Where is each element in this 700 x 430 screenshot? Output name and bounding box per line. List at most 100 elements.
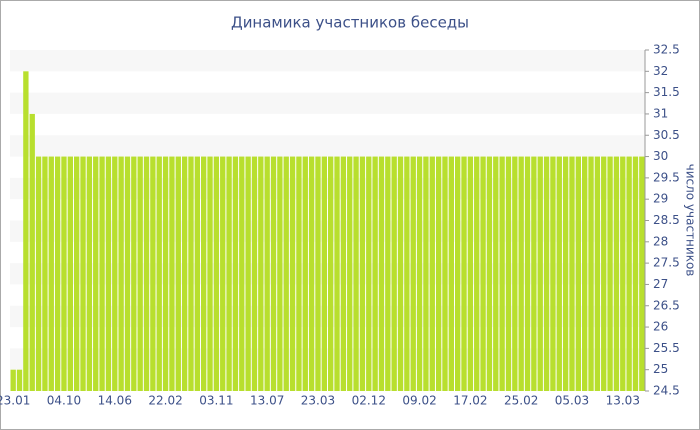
bar	[61, 156, 67, 391]
bar	[435, 156, 442, 391]
bar	[74, 156, 80, 391]
grid-band	[10, 50, 645, 72]
x-tick-label: 04.10	[47, 394, 81, 408]
bar	[124, 156, 131, 391]
grid-band	[10, 135, 645, 157]
bar	[448, 156, 454, 391]
x-tick-label: 02.12	[352, 394, 386, 408]
bar	[181, 156, 188, 391]
y-tick-label: 25	[653, 362, 668, 376]
bar	[442, 156, 448, 391]
bar	[150, 156, 156, 391]
bar	[385, 156, 391, 391]
bar	[378, 156, 385, 391]
x-tick-label: 05.03	[555, 394, 589, 408]
bar	[467, 156, 474, 391]
bar	[328, 156, 334, 391]
bar	[131, 156, 137, 391]
y-tick-label: 26	[653, 320, 668, 334]
bar	[543, 156, 550, 391]
x-tick-label: 14.06	[98, 394, 132, 408]
bar	[54, 156, 61, 391]
bar	[245, 156, 251, 391]
bar	[569, 156, 575, 391]
bar	[16, 369, 23, 391]
bar	[143, 156, 150, 391]
grid-band	[10, 348, 645, 370]
y-tick-label: 27.5	[653, 256, 680, 270]
bar	[264, 156, 270, 391]
bar	[175, 156, 181, 391]
bar	[93, 156, 99, 391]
y-tick-label: 31	[653, 106, 668, 120]
bar	[588, 156, 594, 391]
y-tick-label: 24.5	[653, 384, 680, 398]
bar	[277, 156, 283, 391]
bar	[556, 156, 562, 391]
bar	[169, 156, 175, 391]
bar	[220, 156, 226, 391]
grid-band	[10, 220, 645, 242]
x-tick-label: 23.01	[0, 394, 30, 408]
bar	[423, 156, 429, 391]
y-tick-label: 25.5	[653, 341, 680, 355]
bar	[601, 156, 607, 391]
y-tick-label: 28	[653, 234, 668, 248]
y-tick-label: 32.5	[653, 43, 680, 57]
grid-band	[10, 305, 645, 328]
y-tick-label: 32	[653, 64, 668, 78]
x-tick-label: 13.07	[250, 394, 284, 408]
bar	[105, 156, 112, 391]
bar	[315, 156, 321, 391]
bar	[334, 156, 340, 391]
bar	[480, 156, 486, 391]
bar	[118, 156, 124, 391]
bar	[505, 156, 512, 391]
bar	[226, 156, 232, 391]
grid-band	[10, 263, 645, 285]
y-tick-label: 30	[653, 149, 668, 163]
y-tick-label: 31.5	[653, 85, 680, 99]
bar	[499, 156, 505, 391]
bar	[486, 156, 493, 391]
bar	[239, 156, 245, 391]
bar	[67, 156, 73, 391]
bar	[524, 156, 531, 391]
bar	[474, 156, 480, 391]
grid-band	[10, 177, 645, 200]
bar	[531, 156, 537, 391]
bar	[137, 156, 143, 391]
bar	[455, 156, 461, 391]
x-tick-label: 09.02	[402, 394, 436, 408]
y-tick-label: 28.5	[653, 213, 680, 227]
bar	[42, 156, 48, 391]
bar	[99, 156, 105, 391]
bar	[518, 156, 524, 391]
bar	[201, 156, 207, 391]
bar	[258, 156, 264, 391]
bar	[213, 156, 220, 391]
bar	[10, 369, 16, 391]
bar	[575, 156, 581, 391]
bar	[537, 156, 543, 391]
bar	[112, 156, 118, 391]
bar	[607, 156, 613, 391]
bar	[80, 156, 86, 391]
bar	[35, 156, 42, 391]
bar	[613, 156, 620, 391]
bar	[321, 156, 327, 391]
y-tick-label: 30.5	[653, 128, 680, 142]
bar	[270, 156, 277, 391]
x-tick-label: 23.03	[301, 394, 335, 408]
bar	[296, 156, 302, 391]
bar	[632, 156, 639, 391]
y-axis-title: число участников	[684, 164, 698, 277]
bar	[23, 71, 29, 391]
bar	[594, 156, 601, 391]
y-tick-label: 29.5	[653, 170, 680, 184]
bar	[416, 156, 423, 391]
x-tick-label: 13.03	[606, 394, 640, 408]
bar	[188, 156, 194, 391]
